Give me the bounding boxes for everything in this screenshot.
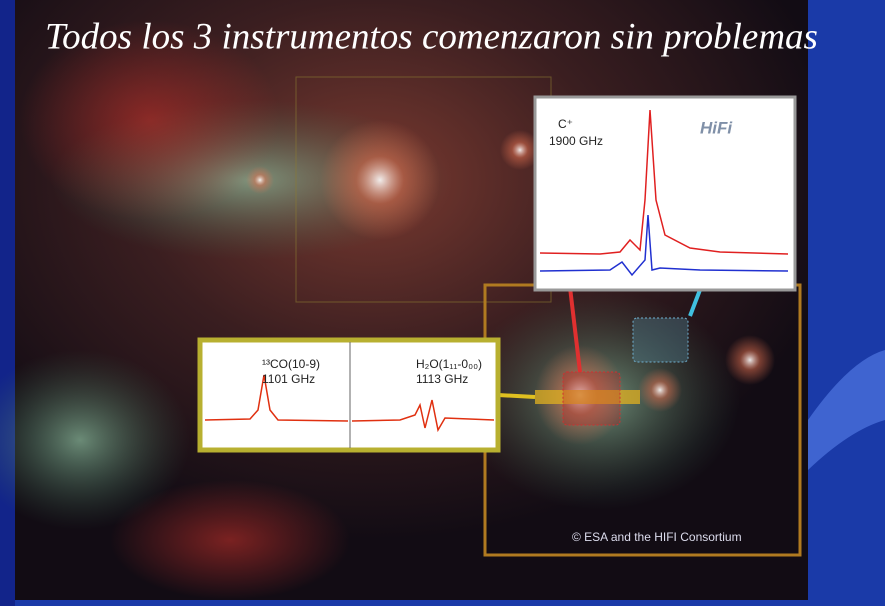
credit: © ESA and the HIFI Consortium	[572, 530, 742, 544]
page: C⁺ 1900 GHz HiFi ¹³CO(10-9) 1101 GHz H₂O…	[0, 0, 885, 606]
line-label: H₂O(1₁₁-0₀₀)	[416, 357, 482, 371]
blue-beam	[633, 318, 688, 362]
spectrum-top: C⁺ 1900 GHz HiFi	[535, 97, 795, 290]
frequency-label: 1113 GHz	[416, 372, 468, 386]
line-label: ¹³CO(10-9)	[262, 357, 320, 371]
left-band	[0, 0, 15, 606]
spectrum-left: ¹³CO(10-9) 1101 GHz H₂O(1₁₁-0₀₀) 1113 GH…	[200, 340, 498, 450]
pointer-yellow	[498, 395, 535, 397]
line-label: C⁺	[558, 117, 573, 131]
frequency-label: 1900 GHz	[549, 134, 603, 148]
frequency-label: 1101 GHz	[262, 372, 315, 386]
red-beam	[563, 372, 620, 425]
logo: HiFi	[700, 118, 733, 137]
slide: C⁺ 1900 GHz HiFi ¹³CO(10-9) 1101 GHz H₂O…	[0, 0, 885, 606]
slide-title: Todos los 3 instrumentos comenzaron sin …	[45, 16, 818, 57]
